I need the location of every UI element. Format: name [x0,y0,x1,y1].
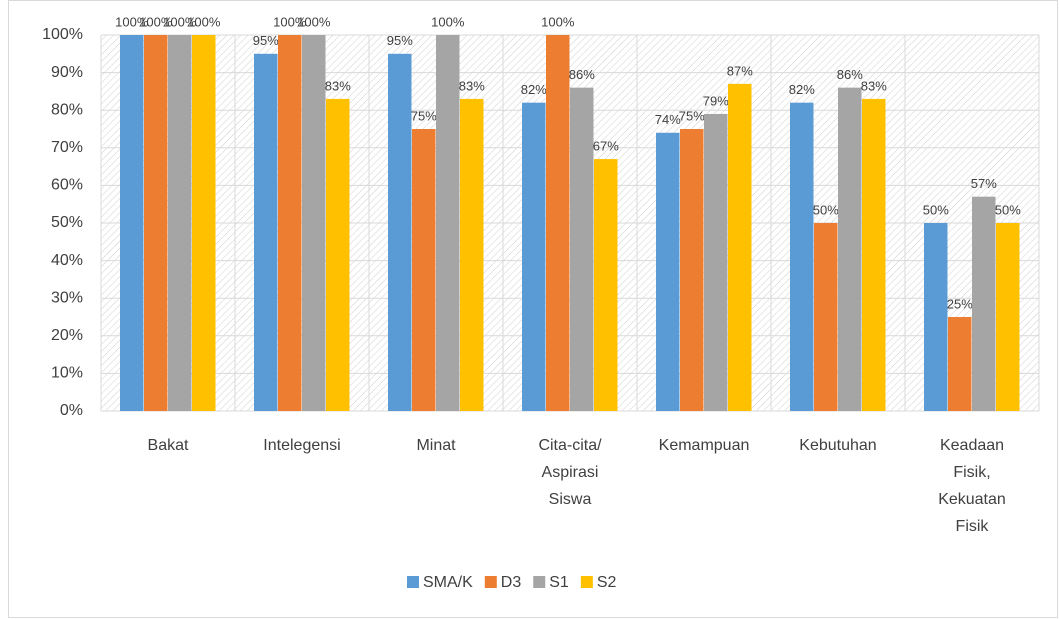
bar [254,53,278,412]
bar [302,35,326,411]
bar [546,35,570,411]
legend-label: S2 [597,574,617,591]
x-tick-label: Minat [416,437,456,454]
bar [144,35,168,411]
bar [388,53,412,412]
y-tick-label: 20% [51,327,83,344]
value-label: 100% [115,14,149,29]
value-label: 57% [971,176,997,191]
y-tick-label: 90% [51,64,83,81]
value-label: 75% [411,108,437,123]
value-label: 100% [139,14,173,29]
value-label: 86% [569,67,595,82]
bar [948,317,972,411]
x-tick-label: Keadaan Fisik, Kekuatan Fisik [938,437,1006,535]
value-label: 83% [861,78,887,93]
value-label: 86% [837,67,863,82]
legend-swatch [407,576,419,588]
bar [972,196,996,411]
bar [996,223,1020,411]
value-label: 75% [679,108,705,123]
y-tick-label: 50% [51,214,83,231]
value-label: 100% [431,14,465,29]
bar [522,102,546,412]
x-tick-label: Kemampuan [659,437,750,454]
x-tick-label: Bakat [148,437,189,454]
value-label: 100% [541,14,575,29]
bar [680,129,704,411]
bar [656,132,680,411]
value-label: 82% [521,82,547,97]
bar [278,35,302,411]
value-label: 95% [387,33,413,48]
value-label: 25% [947,296,973,311]
value-label: 82% [789,82,815,97]
bar [728,83,752,411]
bar [704,113,728,412]
value-label: 87% [727,63,753,78]
value-label: 67% [593,139,619,154]
x-tick-label: Kebutuhan [799,437,876,454]
value-label: 95% [253,33,279,48]
bar [790,102,814,412]
legend-swatch [533,576,546,588]
value-label: 83% [325,78,351,93]
value-label: 50% [995,202,1021,217]
y-tick-label: 80% [51,101,83,118]
bar [460,98,484,412]
y-tick-label: 30% [51,289,83,306]
value-label: 50% [813,202,839,217]
y-tick-label: 70% [51,139,83,156]
bar [570,87,594,411]
x-tick-label: Cita-cita/Aspirasi Siswa [538,437,602,508]
bar [192,35,216,411]
bar [924,223,948,411]
value-label: 79% [703,93,729,108]
value-label: 100% [273,14,307,29]
bar [838,87,862,411]
legend-swatch [484,576,497,588]
legend-label: SMA/K [423,574,473,591]
value-label: 83% [459,78,485,93]
value-label: 100% [163,14,197,29]
value-label: 100% [297,14,331,29]
y-tick-label: 100% [42,26,83,43]
value-label: 100% [187,14,221,29]
bar [594,159,618,411]
bar [412,129,436,411]
legend-label: D3 [501,574,522,591]
chart-border [8,0,1058,618]
x-tick-label: Intelegensi [263,437,340,454]
y-tick-label: 40% [51,252,83,269]
legend-swatch [580,576,593,588]
value-label: 74% [655,112,681,127]
legend-label: S1 [549,574,569,591]
bar [814,223,838,411]
bar [436,35,460,411]
value-label: 50% [923,202,949,217]
y-tick-label: 10% [51,365,83,382]
bar [168,35,192,411]
bar [862,98,886,412]
y-tick-label: 0% [60,402,83,419]
bar [326,98,350,412]
y-tick-label: 60% [51,177,83,194]
bar [120,35,144,411]
